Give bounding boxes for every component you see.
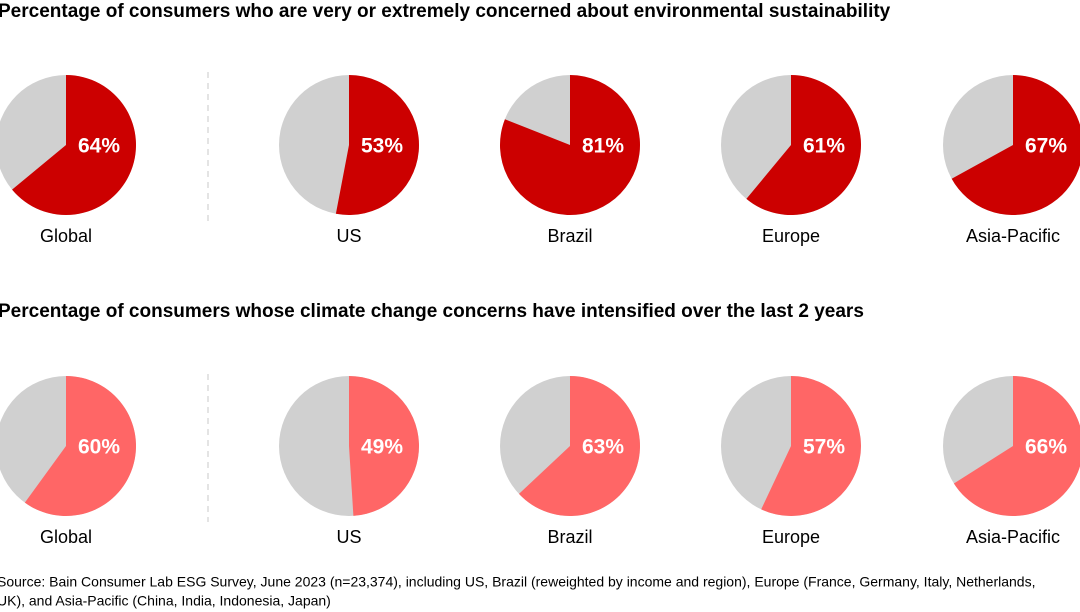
category-label: Brazil: [547, 226, 592, 246]
category-label: US: [336, 527, 361, 547]
pie-slice: [518, 376, 640, 516]
category-label: Global: [40, 226, 92, 246]
chart-title: Percentage of consumers who are very or …: [0, 1, 891, 22]
value-label: 67%: [1025, 135, 1067, 158]
pie-slice: [500, 75, 641, 215]
pie-slice: [349, 376, 420, 516]
source-note: UK), and Asia-Pacific (China, India, Ind…: [0, 593, 331, 609]
value-label: 61%: [803, 135, 845, 158]
value-label: 49%: [361, 436, 403, 459]
pie-slice: [24, 376, 136, 516]
category-label: Asia-Pacific: [966, 527, 1060, 547]
pie-slice: [335, 75, 420, 216]
category-label: Europe: [762, 527, 820, 547]
category-label: US: [336, 226, 361, 246]
pie-slice: [746, 75, 862, 215]
value-label: 64%: [78, 135, 120, 158]
chart-title: Percentage of consumers whose climate ch…: [0, 301, 864, 322]
value-label: 81%: [582, 135, 624, 158]
value-label: 66%: [1025, 436, 1067, 459]
value-label: 60%: [78, 436, 120, 459]
value-label: 63%: [582, 436, 624, 459]
value-label: 53%: [361, 135, 403, 158]
category-label: Brazil: [547, 527, 592, 547]
pie-slice: [12, 75, 137, 215]
pie-slice: [953, 376, 1080, 516]
source-note: Source: Bain Consumer Lab ESG Survey, Ju…: [0, 574, 1035, 590]
pie-slice: [761, 376, 862, 516]
value-label: 57%: [803, 436, 845, 459]
pie-slice: [951, 75, 1080, 215]
category-label: Global: [40, 527, 92, 547]
category-label: Asia-Pacific: [966, 226, 1060, 246]
category-label: Europe: [762, 226, 820, 246]
